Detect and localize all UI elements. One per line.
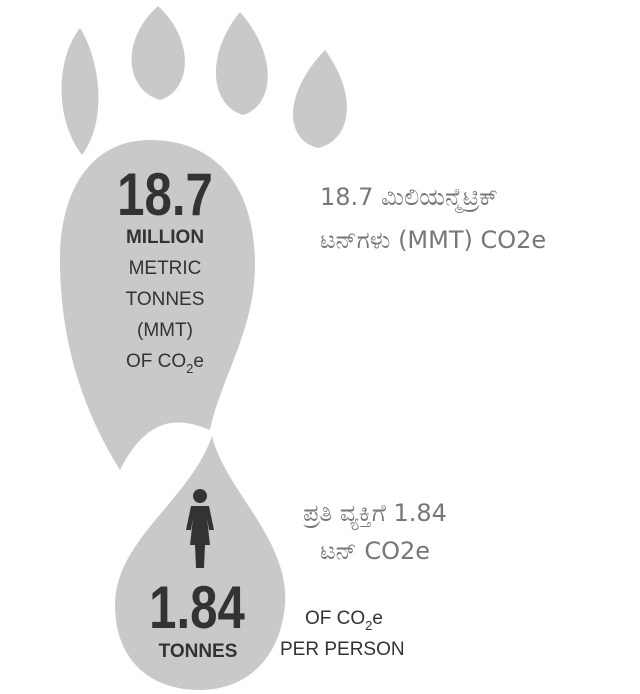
total-line: METRIC [129, 258, 202, 279]
translation-line: ಟನ್ CO2e [320, 537, 430, 565]
label-text: OF CO [305, 608, 365, 629]
subscript: 2 [365, 618, 372, 633]
total-line: MILLION [126, 227, 204, 248]
translation-line: ಟನ್‌ಗಳು (MMT) CO2e [320, 226, 546, 254]
infographic: 18.7 MILLION METRIC TONNES (MMT) OF CO2e… [0, 0, 640, 694]
total-number: 18.7 [117, 160, 213, 228]
per-person-label: OF CO2e [305, 608, 383, 633]
per-person-number: 1.84 [149, 573, 245, 641]
total-line: (MMT) [137, 320, 193, 341]
per-person-unit: TONNES [159, 641, 238, 662]
translation-line: ಪ್ರತಿ ವ್ಯಕ್ತಿಗೆ 1.84 [303, 499, 447, 530]
label-suffix: e [372, 608, 383, 629]
total-line: TONNES [126, 289, 205, 310]
unit-suffix: e [193, 351, 204, 372]
unit-text: OF CO [126, 351, 186, 372]
translation-line: 18.7 ಮಿಲಿಯನ್ಮೆಟ್ರಿಕ್ [320, 183, 498, 213]
subscript: 2 [186, 361, 193, 376]
per-person-label: PER PERSON [280, 639, 405, 660]
